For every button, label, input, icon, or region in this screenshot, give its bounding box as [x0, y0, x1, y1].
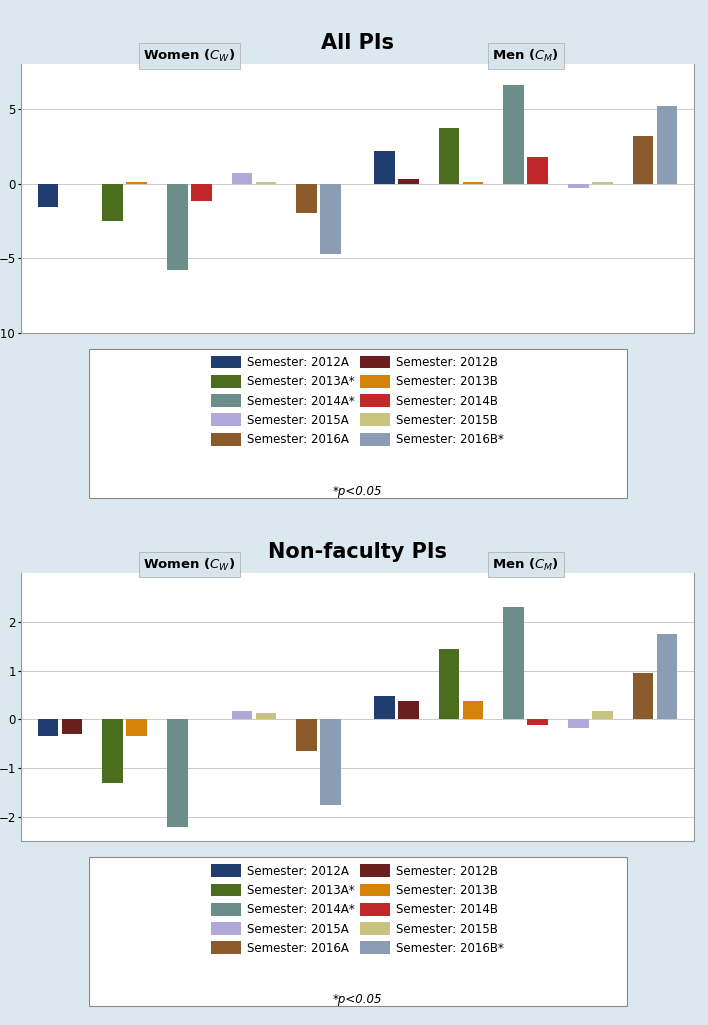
Bar — [398, 179, 418, 183]
Bar — [633, 136, 653, 183]
Bar — [527, 720, 548, 726]
Bar — [503, 607, 524, 720]
Legend: Semester: 2012A, Semester: 2013A*, Semester: 2014A*, Semester: 2015A, Semester: : Semester: 2012A, Semester: 2013A*, Semes… — [205, 858, 510, 960]
Bar — [191, 183, 212, 202]
Legend: Semester: 2012A, Semester: 2013A*, Semester: 2014A*, Semester: 2015A, Semester: : Semester: 2012A, Semester: 2013A*, Semes… — [205, 350, 510, 452]
Bar — [232, 173, 252, 183]
Bar — [657, 633, 678, 720]
Bar — [592, 182, 613, 183]
Title: Women ($C_W$): Women ($C_W$) — [143, 48, 236, 65]
Bar — [527, 157, 548, 183]
Bar — [374, 696, 394, 720]
Bar — [232, 711, 252, 720]
Title: Men ($C_M$): Men ($C_M$) — [492, 48, 559, 65]
Bar — [592, 710, 613, 720]
Bar — [256, 182, 277, 183]
Bar — [102, 183, 123, 220]
Bar — [38, 183, 58, 207]
Bar — [256, 713, 277, 720]
Bar — [568, 183, 588, 188]
Bar — [503, 85, 524, 183]
Bar — [167, 720, 188, 827]
Bar — [102, 720, 123, 783]
FancyBboxPatch shape — [88, 348, 627, 498]
FancyBboxPatch shape — [88, 857, 627, 1007]
Bar — [62, 720, 82, 734]
Bar — [321, 720, 341, 805]
Text: *p<0.05: *p<0.05 — [333, 485, 382, 498]
Bar — [127, 720, 147, 736]
Bar — [633, 673, 653, 720]
Bar — [321, 183, 341, 253]
Title: Women ($C_W$): Women ($C_W$) — [143, 557, 236, 573]
Bar — [398, 701, 418, 720]
Title: Men ($C_M$): Men ($C_M$) — [492, 557, 559, 573]
Bar — [297, 183, 317, 213]
Bar — [167, 183, 188, 271]
Bar — [463, 182, 484, 183]
Bar — [38, 720, 58, 736]
Text: Non-faculty PIs: Non-faculty PIs — [268, 542, 447, 562]
Bar — [568, 720, 588, 728]
Bar — [297, 720, 317, 751]
Bar — [438, 649, 459, 720]
Text: *p<0.05: *p<0.05 — [333, 993, 382, 1007]
Text: All PIs: All PIs — [321, 34, 394, 53]
Bar — [374, 151, 394, 183]
Bar — [463, 701, 484, 720]
Bar — [657, 106, 678, 183]
Bar — [127, 182, 147, 183]
Bar — [438, 128, 459, 183]
